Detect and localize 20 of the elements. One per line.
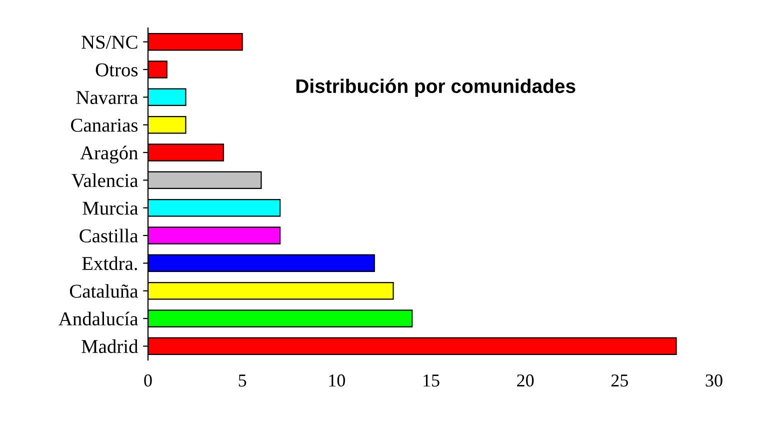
x-tick-label: 25 (611, 374, 628, 387)
y-tick-label: NS/NC (82, 36, 138, 49)
x-tick-label: 5 (238, 374, 246, 387)
y-tick-label: Otros (96, 63, 138, 76)
x-tick-label: 0 (144, 374, 152, 387)
y-tick-label: Canarias (71, 118, 138, 132)
y-tick-label: Navarra (76, 91, 138, 104)
x-tick-label: 20 (517, 374, 534, 387)
x-tick-label: 30 (706, 374, 722, 387)
y-tick-label: Murcia (82, 202, 138, 215)
y-tick-label: Valencia (72, 173, 138, 188)
y-tick-label: Castilla (80, 228, 138, 242)
y-tick-label: Cataluña (70, 284, 138, 298)
y-tick-label: Extdra. (82, 256, 137, 270)
x-tick-label: 15 (424, 374, 440, 387)
x-tick-label: 10 (329, 374, 346, 387)
y-tick-label: Madrid (82, 339, 138, 354)
text: Distribución por comunidades (296, 78, 576, 97)
y-tick-label: Aragón (80, 146, 138, 164)
y-tick-label: Andalucía (58, 312, 138, 326)
